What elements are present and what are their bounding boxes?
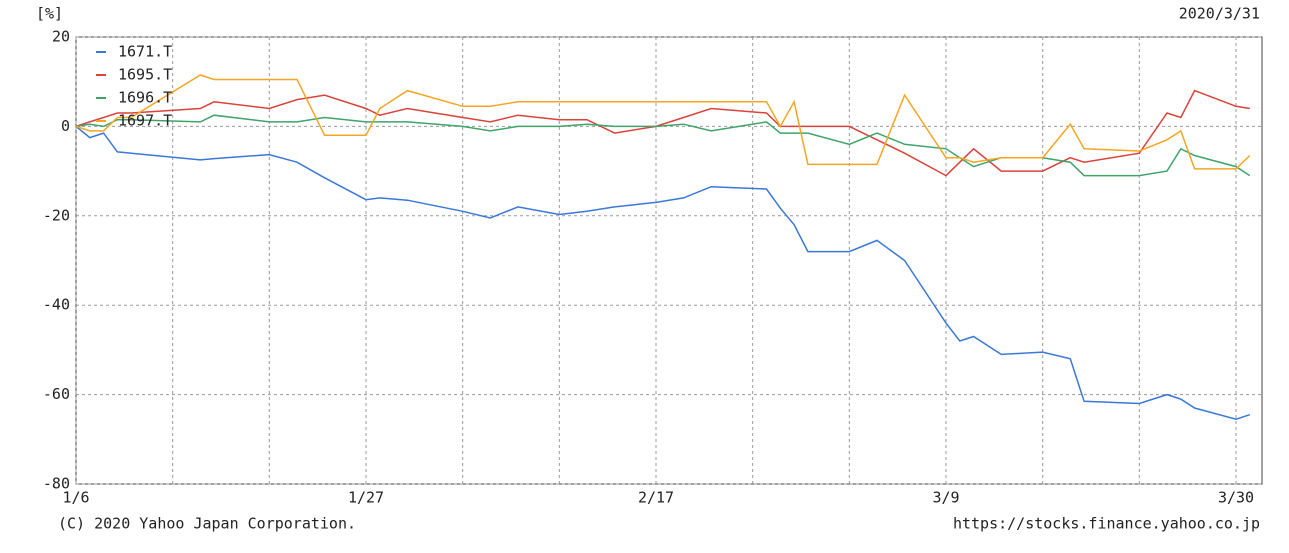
chart-date: 2020/3/31 xyxy=(1179,5,1260,23)
y-tick-label: -20 xyxy=(43,206,70,224)
legend-label: 1695.T xyxy=(118,66,172,84)
series-line xyxy=(75,74,1251,170)
x-tick-label: 2/17 xyxy=(638,489,674,507)
x-tick-label: 3/30 xyxy=(1218,489,1254,507)
x-tick-label: 3/9 xyxy=(932,489,959,507)
y-axis-label: [%] xyxy=(36,5,63,23)
source: https://stocks.finance.yahoo.co.jp xyxy=(953,515,1260,533)
series-line xyxy=(75,125,1251,420)
x-tick-label: 1/27 xyxy=(348,489,384,507)
y-tick-label: -40 xyxy=(43,296,70,314)
copyright: (C) 2020 Yahoo Japan Corporation. xyxy=(58,515,356,533)
y-tick-label: -60 xyxy=(43,385,70,403)
y-tick-label: 0 xyxy=(61,117,70,135)
legend-label: 1697.T xyxy=(118,112,172,130)
y-tick-label: -80 xyxy=(43,475,70,493)
series-line xyxy=(75,114,1251,177)
y-tick-label: 20 xyxy=(52,28,70,46)
legend-label: 1671.T xyxy=(118,43,172,61)
series-line xyxy=(75,89,1250,177)
x-tick-label: 1/6 xyxy=(62,489,89,507)
legend-label: 1696.T xyxy=(118,89,172,107)
plot-area xyxy=(75,36,1263,485)
